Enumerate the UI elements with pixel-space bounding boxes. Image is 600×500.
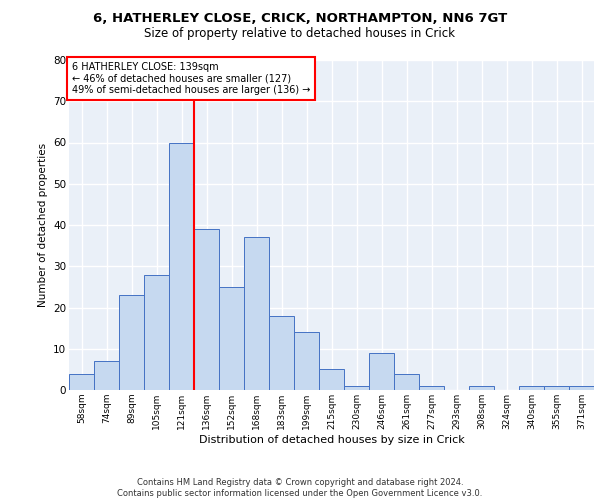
- Bar: [269, 316, 294, 390]
- Bar: [419, 386, 444, 390]
- Bar: [544, 386, 569, 390]
- X-axis label: Distribution of detached houses by size in Crick: Distribution of detached houses by size …: [199, 434, 464, 444]
- Text: Size of property relative to detached houses in Crick: Size of property relative to detached ho…: [145, 28, 455, 40]
- Bar: [94, 361, 119, 390]
- Bar: [69, 374, 94, 390]
- Bar: [144, 274, 169, 390]
- Bar: [569, 386, 594, 390]
- Bar: [219, 287, 244, 390]
- Text: 6, HATHERLEY CLOSE, CRICK, NORTHAMPTON, NN6 7GT: 6, HATHERLEY CLOSE, CRICK, NORTHAMPTON, …: [93, 12, 507, 26]
- Bar: [244, 238, 269, 390]
- Bar: [294, 332, 319, 390]
- Bar: [119, 295, 144, 390]
- Bar: [194, 229, 219, 390]
- Text: 6 HATHERLEY CLOSE: 139sqm
← 46% of detached houses are smaller (127)
49% of semi: 6 HATHERLEY CLOSE: 139sqm ← 46% of detac…: [71, 62, 310, 95]
- Y-axis label: Number of detached properties: Number of detached properties: [38, 143, 47, 307]
- Text: Contains HM Land Registry data © Crown copyright and database right 2024.
Contai: Contains HM Land Registry data © Crown c…: [118, 478, 482, 498]
- Bar: [394, 374, 419, 390]
- Bar: [369, 353, 394, 390]
- Bar: [319, 370, 344, 390]
- Bar: [469, 386, 494, 390]
- Bar: [519, 386, 544, 390]
- Bar: [169, 142, 194, 390]
- Bar: [344, 386, 369, 390]
